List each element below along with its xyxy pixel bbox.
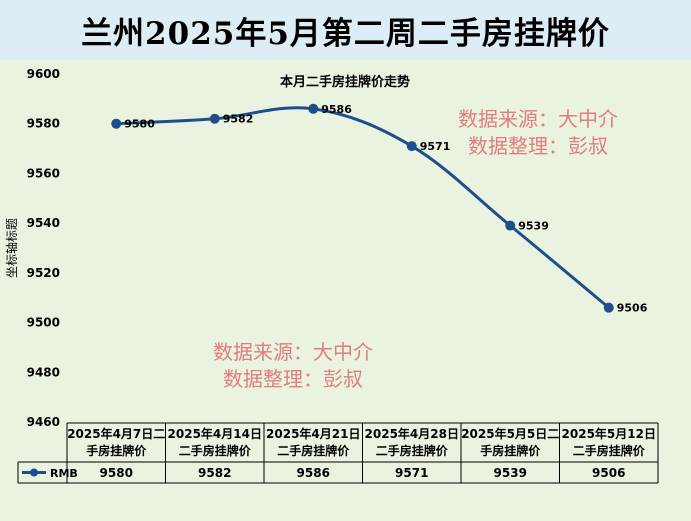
data-point (111, 118, 122, 129)
category-label: 2025年5月12日 (562, 426, 656, 441)
data-point (505, 220, 516, 231)
watermark-top-right: 数据来源：大中介 数据整理：彭叔 (458, 106, 618, 160)
category-label: 二手房挂牌价 (376, 443, 449, 458)
data-label: 9582 (223, 113, 254, 126)
legend-marker (30, 468, 38, 477)
y-axis-title: 坐标轴标题 (4, 218, 19, 278)
y-tick-label: 9540 (27, 216, 60, 230)
watermark-author: 数据整理：彭叔 (223, 367, 363, 391)
category-label: 2025年4月14日 (168, 426, 262, 441)
table-value: 9571 (395, 466, 428, 480)
y-tick-label: 9520 (27, 266, 60, 280)
watermark-bottom-left: 数据来源：大中介 数据整理：彭叔 (213, 339, 373, 393)
category-label: 二手房挂牌价 (277, 443, 350, 458)
category-label: 手房挂牌价 (480, 443, 541, 458)
category-label: 手房挂牌价 (86, 443, 147, 458)
data-point (308, 103, 319, 114)
y-tick-label: 9480 (27, 365, 60, 379)
legend-label: RMB (50, 467, 78, 480)
page-title: 兰州2025年5月第二周二手房挂牌价 (81, 15, 610, 52)
category-label: 2025年4月7日二 (67, 426, 165, 441)
watermark-source: 数据来源：大中介 (213, 340, 373, 364)
category-label: 二手房挂牌价 (179, 443, 252, 458)
watermark-source: 数据来源：大中介 (458, 107, 618, 131)
chart-title: 本月二手房挂牌价走势 (280, 74, 410, 90)
category-label: 2025年4月28日 (365, 426, 459, 441)
data-label: 9539 (518, 220, 549, 233)
category-label: 2025年5月5日二 (461, 426, 559, 441)
chart-area (0, 60, 691, 521)
data-point (406, 141, 417, 152)
data-label: 9571 (420, 140, 451, 153)
table-value: 9586 (297, 466, 330, 480)
data-label: 9580 (124, 118, 155, 131)
watermark-author: 数据整理：彭叔 (468, 134, 608, 158)
data-point (209, 113, 220, 124)
table-value: 9580 (100, 466, 133, 480)
y-tick-label: 9560 (27, 166, 60, 180)
y-tick-label: 9600 (27, 67, 60, 81)
y-tick-label: 9580 (27, 117, 60, 131)
y-tick-label: 9500 (27, 316, 60, 330)
title-bar: 兰州2025年5月第二周二手房挂牌价 (0, 0, 691, 60)
table-value: 9506 (592, 466, 625, 480)
category-label: 二手房挂牌价 (573, 443, 646, 458)
y-tick-label: 9460 (27, 415, 60, 429)
table-value: 9539 (494, 466, 527, 480)
data-label: 9506 (617, 302, 648, 315)
data-label: 9586 (321, 103, 352, 116)
data-point (603, 302, 614, 313)
category-label: 2025年4月21日 (266, 426, 360, 441)
table-value: 9582 (198, 466, 231, 480)
